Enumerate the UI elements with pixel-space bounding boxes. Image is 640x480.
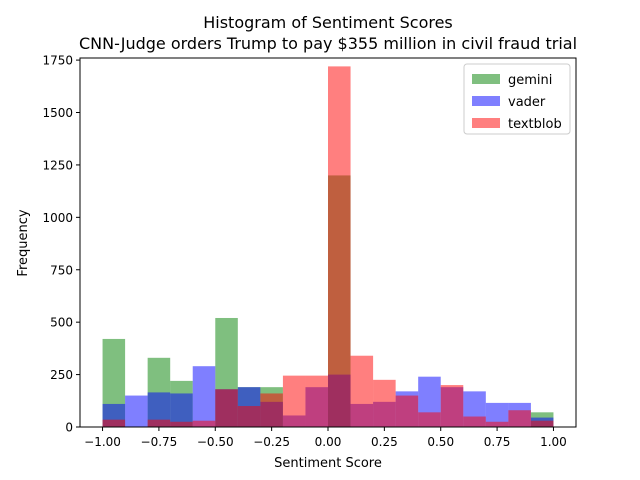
bar-textblob-3	[170, 421, 193, 427]
x-axis-label: Sentiment Score	[274, 456, 382, 471]
legend-label-vader: vader	[508, 95, 546, 110]
y-tick-label: 0	[65, 421, 73, 435]
bar-textblob-10	[328, 66, 351, 427]
bar-textblob-2	[147, 419, 171, 427]
legend-swatch-gemini	[472, 74, 500, 84]
x-tick-label: −0.50	[197, 435, 234, 449]
bar-textblob-18	[508, 410, 531, 427]
x-tick-label: 0.50	[427, 435, 454, 449]
bar-vader-3	[170, 393, 193, 427]
bar-textblob-13	[395, 395, 419, 427]
x-axis-ticks: −1.00 −0.75 −0.50 −0.25 0.00 0.25 0.50 0.75 1.00	[84, 427, 567, 449]
x-tick-label: −1.00	[84, 435, 121, 449]
bar-textblob-14	[418, 412, 441, 427]
legend: gemini vader textblob	[463, 63, 571, 135]
bar-textblob-4	[192, 420, 216, 427]
bar-textblob-0	[102, 419, 126, 427]
bar-textblob-8	[282, 375, 306, 427]
legend-swatch-textblob	[472, 118, 500, 128]
bar-textblob-5	[215, 389, 238, 427]
y-tick-label: 1500	[42, 106, 73, 120]
bar-textblob-7	[260, 393, 283, 427]
y-tick-label: 1000	[42, 211, 73, 225]
bar-textblob-15	[440, 385, 464, 427]
bar-textblob-6	[237, 406, 261, 427]
y-axis-label: Frequency	[16, 209, 31, 276]
bar-textblob-16	[463, 416, 486, 427]
x-tick-label: 0.75	[484, 435, 511, 449]
x-tick-label: −0.25	[253, 435, 290, 449]
y-tick-label: 1750	[42, 54, 73, 68]
legend-label-gemini: gemini	[508, 73, 552, 88]
bar-vader-2	[147, 392, 171, 427]
legend-swatch-vader	[472, 96, 500, 106]
histogram-bars	[102, 66, 554, 428]
chart-title-line1: Histogram of Sentiment Scores	[203, 13, 453, 32]
bar-vader-4	[192, 366, 216, 427]
bar-textblob-17	[485, 421, 509, 427]
x-tick-label: 1.00	[540, 435, 567, 449]
bar-vader-1	[125, 395, 148, 427]
x-tick-label: 0.25	[371, 435, 398, 449]
y-axis-ticks: 0 250 500 750 1000 1250 1500 1750	[42, 54, 80, 435]
y-tick-label: 250	[50, 368, 73, 382]
y-tick-label: 500	[50, 316, 73, 330]
y-tick-label: 750	[50, 263, 73, 277]
bar-textblob-12	[373, 379, 396, 427]
x-tick-label: −0.75	[141, 435, 178, 449]
y-tick-label: 1250	[42, 158, 73, 172]
bar-textblob-9	[305, 375, 328, 427]
bar-textblob-11	[350, 355, 374, 427]
bar-vader-17	[485, 402, 509, 427]
chart-title-line2: CNN-Judge orders Trump to pay $355 milli…	[79, 34, 577, 53]
x-tick-label: 0.00	[315, 435, 342, 449]
bar-textblob-19	[530, 420, 554, 427]
legend-label-textblob: textblob	[508, 117, 562, 132]
